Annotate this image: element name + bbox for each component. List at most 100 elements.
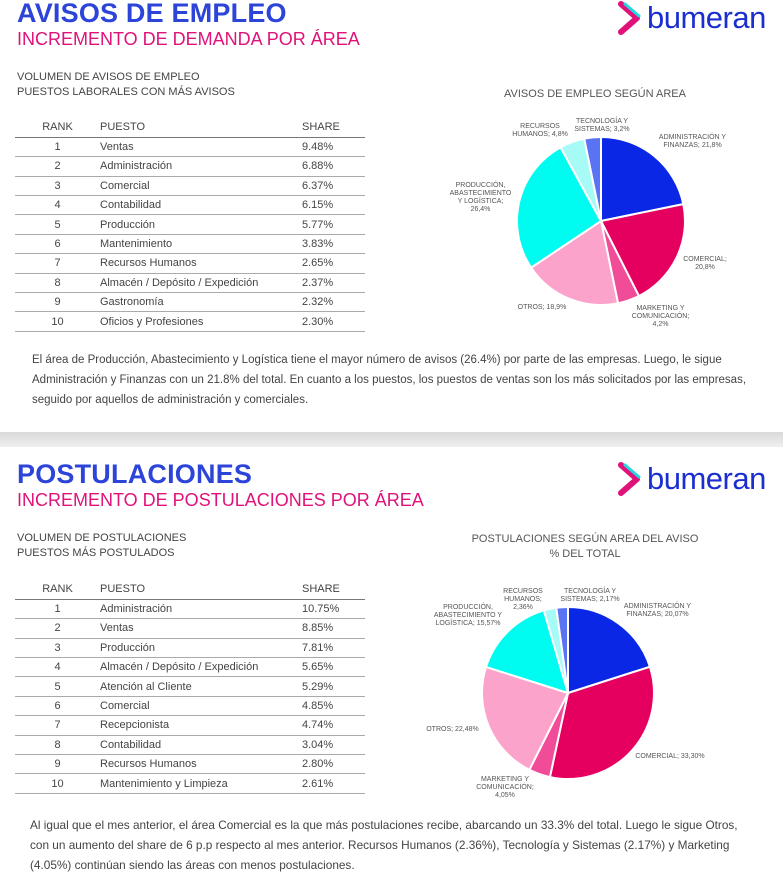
table-caption: VOLUMEN DE POSTULACIONES PUESTOS MÁS POS… bbox=[17, 531, 186, 561]
table-cell: 8 bbox=[15, 735, 100, 756]
table-cell: 7.81% bbox=[302, 638, 365, 659]
table-cell: 2.65% bbox=[302, 253, 365, 274]
chart-title-line: POSTULACIONES SEGÚN AREA DEL AVISO bbox=[471, 533, 699, 545]
table-cell: 10 bbox=[15, 773, 100, 794]
table-cell: 4 bbox=[15, 195, 100, 216]
table-cell: Producción bbox=[100, 214, 302, 235]
table-cell: 9 bbox=[15, 754, 100, 775]
table-cell: 6.88% bbox=[302, 156, 365, 177]
table-cell: 6.15% bbox=[302, 195, 365, 216]
table-header: RANK PUESTO SHARE bbox=[15, 580, 365, 600]
table-row: 1 Ventas 9.48% bbox=[15, 137, 365, 158]
slice-label: TECNOLOGÍA Y SISTEMAS; 3,2% bbox=[574, 118, 630, 133]
table-row: 8 Contabilidad 3.04% bbox=[15, 735, 365, 756]
table-cell: 2 bbox=[15, 156, 100, 177]
pie-slice bbox=[548, 665, 655, 780]
column-header: PUESTO bbox=[100, 118, 302, 138]
table-row: 4 Contabilidad 6.15% bbox=[15, 195, 365, 216]
table-cell: 8.85% bbox=[302, 618, 365, 639]
summary-paragraph: Al igual que el mes anterior, el área Co… bbox=[30, 818, 738, 872]
slice-label: MARKETING Y COMUNICACIÓN; 4,2% bbox=[631, 305, 690, 328]
table-cell: Almacén / Depósito / Expedición bbox=[100, 273, 302, 294]
bumeran-logo: bumeran bbox=[618, 461, 766, 497]
caption-line: VOLUMEN DE POSTULACIONES bbox=[17, 532, 187, 544]
pie-slice bbox=[516, 146, 603, 270]
pie-slice bbox=[555, 605, 569, 694]
table-row: 10 Mantenimiento y Limpieza 2.61% bbox=[15, 773, 365, 794]
table-cell: 6 bbox=[15, 234, 100, 255]
table-cell: 9.48% bbox=[302, 137, 365, 158]
table-row: 7 Recursos Humanos 2.65% bbox=[15, 253, 365, 274]
table-cell: 5.65% bbox=[302, 657, 365, 678]
table-cell: 5.29% bbox=[302, 676, 365, 697]
slice-label: OTROS; 22,48% bbox=[426, 726, 479, 733]
slice-label: TECNOLOGÍA Y SISTEMAS; 2,17% bbox=[560, 588, 620, 603]
slice-label: COMERCIAL; 33,30% bbox=[635, 753, 705, 760]
pie-chart-avisos bbox=[516, 135, 686, 306]
pie-slice bbox=[484, 609, 570, 695]
pie-chart-postulaciones bbox=[481, 605, 655, 780]
slice-label: RECURSOS HUMANOS; 2,36% bbox=[503, 588, 543, 611]
pie-slice bbox=[481, 665, 570, 772]
table-cell: Contabilidad bbox=[100, 735, 302, 756]
table-cell: Producción bbox=[100, 638, 302, 659]
table-cell: 2.30% bbox=[302, 311, 365, 332]
table-row: 2 Ventas 8.85% bbox=[15, 618, 365, 639]
ranking-table: RANK PUESTO SHARE 1 Ventas 9.48% 2 Administraci… bbox=[15, 118, 365, 332]
caption-line: PUESTOS LABORALES CON MÁS AVISOS bbox=[17, 86, 235, 98]
table-cell: Mantenimiento bbox=[100, 234, 302, 255]
table-cell: 3.83% bbox=[302, 234, 365, 255]
table-row: 8 Almacén / Depósito / Expedición 2.37% bbox=[15, 273, 365, 294]
section-divider bbox=[0, 432, 783, 447]
slice-label: RECURSOS HUMANOS; 4,8% bbox=[512, 123, 568, 138]
pie-slice bbox=[599, 202, 686, 298]
caption-line: PUESTOS MÁS POSTULADOS bbox=[17, 547, 175, 559]
table-row: 6 Mantenimiento 3.83% bbox=[15, 234, 365, 255]
table-cell: Administración bbox=[100, 156, 302, 177]
slice-label: ADMINISTRACIÓN Y FINANZAS; 20,07% bbox=[623, 603, 692, 618]
table-cell: Recursos Humanos bbox=[100, 253, 302, 274]
section-postulaciones: POSTULACIONES INCREMENTO DE POSTULACIONE… bbox=[0, 447, 783, 883]
table-cell: Ventas bbox=[100, 137, 302, 158]
table-cell: 5 bbox=[15, 214, 100, 235]
slice-label: PRODUCCIÓN, ABASTECIMIENTO Y LOGÍSTICA; … bbox=[433, 604, 503, 627]
table-caption: VOLUMEN DE AVISOS DE EMPLEO PUESTOS LABO… bbox=[17, 70, 235, 100]
section-subtitle: INCREMENTO DE DEMANDA POR ÁREA bbox=[17, 29, 360, 49]
table-row: 7 Recepcionista 4.74% bbox=[15, 715, 365, 736]
table-cell: 4 bbox=[15, 657, 100, 678]
table-row: 9 Recursos Humanos 2.80% bbox=[15, 754, 365, 775]
section-title: POSTULACIONES bbox=[17, 459, 253, 489]
table-row: 4 Almacén / Depósito / Expedición 5.65% bbox=[15, 657, 365, 678]
table-cell: 7 bbox=[15, 715, 100, 736]
chart-title: AVISOS DE EMPLEO SEGÚN AREA bbox=[504, 88, 686, 100]
slice-label: ADMINISTRACIÓN Y FINANZAS; 21,8% bbox=[658, 134, 727, 149]
column-header: SHARE bbox=[302, 118, 365, 138]
table-cell: 8 bbox=[15, 273, 100, 294]
chart-subtitle: % DEL TOTAL bbox=[549, 548, 621, 560]
table-cell: 7 bbox=[15, 253, 100, 274]
pie-slice bbox=[529, 219, 620, 306]
table-cell: Gastronomía bbox=[100, 292, 302, 313]
brand-name: bumeran bbox=[647, 0, 766, 35]
slice-label: OTROS; 18,9% bbox=[517, 304, 567, 311]
table-cell: Atención al Cliente bbox=[100, 676, 302, 697]
table-cell: 6 bbox=[15, 696, 100, 717]
slice-label: MARKETING Y COMUNICACIÓN; 4,05% bbox=[476, 776, 534, 799]
section-subtitle: INCREMENTO DE POSTULACIONES POR ÁREA bbox=[17, 490, 424, 510]
table-cell: Almacén / Depósito / Expedición bbox=[100, 657, 302, 678]
section-title: AVISOS DE EMPLEO bbox=[17, 0, 287, 28]
column-header: RANK bbox=[15, 580, 100, 600]
slice-label: COMERCIAL; 20,8% bbox=[683, 256, 727, 271]
table-row: 1 Administración 10.75% bbox=[15, 599, 365, 620]
table-cell: 4.74% bbox=[302, 715, 365, 736]
table-cell: 10 bbox=[15, 311, 100, 332]
table-cell: 4.85% bbox=[302, 696, 365, 717]
table-cell: 5 bbox=[15, 676, 100, 697]
table-cell: Administración bbox=[100, 599, 302, 620]
table-cell: 2.80% bbox=[302, 754, 365, 775]
pie-slice bbox=[583, 135, 602, 222]
table-cell: 2.37% bbox=[302, 273, 365, 294]
table-cell: 3 bbox=[15, 638, 100, 659]
table-row: 9 Gastronomía 2.32% bbox=[15, 292, 365, 313]
table-cell: 1 bbox=[15, 137, 100, 158]
